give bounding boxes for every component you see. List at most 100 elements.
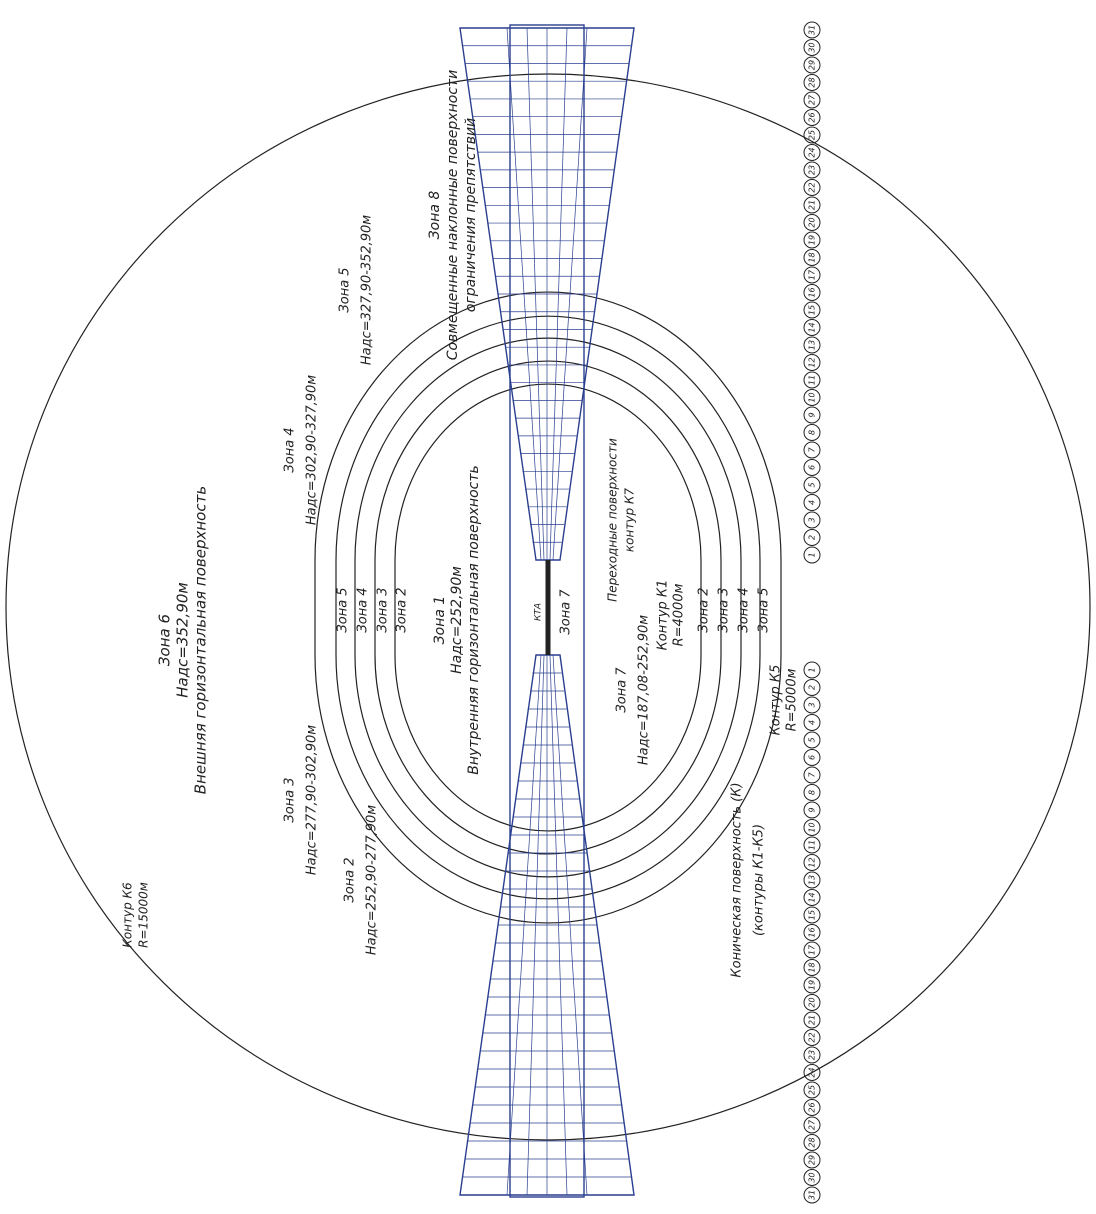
circle-number: 8 — [808, 430, 817, 435]
contour-ring — [374, 360, 722, 855]
circle-number: 26 — [808, 112, 817, 122]
runway-strip — [509, 24, 585, 1198]
zone-label: контур К7 — [623, 488, 637, 552]
circle-number: 12 — [808, 857, 817, 867]
number-circle — [803, 56, 821, 74]
zone-label: ограничения препятствий — [463, 118, 479, 312]
zone-label: Надс=352,90м — [174, 582, 192, 697]
number-circle — [803, 284, 821, 301]
number-circle — [803, 319, 821, 336]
number-circle — [803, 696, 821, 714]
number-circle — [803, 231, 821, 249]
circle-number: 13 — [808, 875, 817, 885]
circle-number: 15 — [808, 305, 817, 315]
circle-number: 1 — [808, 552, 817, 557]
number-circle — [803, 91, 821, 109]
number-circle — [803, 1046, 821, 1064]
circle-number: 28 — [808, 1137, 817, 1147]
number-circle — [803, 459, 821, 476]
zone-label: Зона 1 — [432, 596, 448, 645]
circle-number: 25 — [808, 1085, 817, 1095]
circle-number: 27 — [808, 1119, 817, 1130]
number-circle — [803, 389, 821, 406]
circle-number: 2 — [808, 535, 817, 540]
circle-number: 21 — [808, 1015, 817, 1025]
circle-number: 9 — [808, 412, 817, 417]
contour-ring — [335, 315, 761, 900]
circle-number: 10 — [808, 392, 817, 402]
number-circle — [803, 546, 821, 564]
zone-label: (контуры К1-К5) — [752, 824, 767, 936]
number-circle — [803, 371, 821, 389]
number-circle — [803, 214, 821, 231]
circle-number: 5 — [808, 482, 817, 487]
contour-ring — [354, 337, 742, 878]
number-circle — [803, 249, 821, 266]
circle-number: 12 — [808, 357, 817, 367]
zone-label: Контур К6 — [121, 882, 135, 948]
circle-number: 11 — [808, 840, 817, 850]
zone-label: Зона 2 — [343, 857, 358, 902]
number-circle — [803, 1064, 821, 1081]
zone-label: Надс=252,90-277,90м — [365, 805, 380, 955]
number-circle — [803, 266, 821, 284]
circle-number: 4 — [808, 720, 817, 725]
ring-zone-label: Зона 2 — [697, 587, 712, 632]
circle-number: 9 — [808, 807, 817, 812]
circle-number: 6 — [808, 755, 817, 760]
circle-number: 8 — [808, 790, 817, 795]
number-circle — [803, 941, 821, 959]
zone-label: Надс=187,08-252,90м — [637, 615, 652, 765]
circle-number: 20 — [808, 217, 817, 227]
number-circle — [803, 511, 821, 529]
number-circle — [803, 336, 821, 354]
zone-label: R=15000м — [137, 882, 151, 948]
number-circle — [803, 801, 821, 819]
number-circle — [803, 1169, 821, 1186]
long-line — [506, 654, 542, 1196]
circle-number: 14 — [808, 322, 817, 332]
circle-number: 29 — [808, 60, 817, 70]
contour-ring — [394, 383, 702, 832]
circle-number: 4 — [808, 500, 817, 505]
zone-label: Надс=252,90м — [449, 566, 465, 674]
number-circle — [803, 109, 821, 126]
number-circle — [803, 1186, 821, 1204]
zone-label: R=5000м — [785, 668, 800, 731]
zone-label: Внешняя горизонтальная поверхность — [192, 486, 210, 794]
number-circle — [803, 494, 821, 511]
number-circle — [803, 836, 821, 854]
number-circle — [803, 661, 821, 679]
circle-number: 7 — [808, 447, 817, 453]
zone-label: Надс=327,90-352,90м — [360, 215, 375, 365]
number-circle — [803, 679, 821, 696]
long-line — [526, 27, 545, 561]
zone-label: Зона 3 — [283, 777, 298, 822]
circle-number: 28 — [808, 77, 817, 87]
circle-number: 17 — [808, 269, 817, 280]
circle-number: 10 — [808, 822, 817, 832]
zone-label: Переходные поверхности — [606, 438, 620, 602]
circle-number: 29 — [808, 1155, 817, 1165]
circle-number: 19 — [808, 235, 817, 245]
number-circle — [803, 406, 821, 424]
number-circle — [803, 924, 821, 941]
number-circle — [803, 976, 821, 994]
ring-zone-label: Зона 3 — [376, 587, 391, 632]
zone-label: Зона 7 — [615, 667, 630, 713]
zone-label: Зона 4 — [283, 427, 298, 472]
number-circle — [803, 766, 821, 784]
number-circle — [803, 354, 821, 371]
number-circle — [803, 1134, 821, 1151]
contour-ring — [314, 291, 782, 924]
ring-zone-label: Зона 5 — [757, 587, 772, 632]
zone-label: Надс=302,90-327,90м — [305, 375, 320, 525]
number-circle — [803, 39, 821, 56]
circle-number: 25 — [808, 130, 817, 140]
number-circle — [803, 529, 821, 546]
runway-zone: Зона 7 — [559, 589, 574, 635]
circle-number: 24 — [808, 147, 817, 157]
number-circle — [803, 441, 821, 459]
number-circle — [803, 424, 821, 441]
